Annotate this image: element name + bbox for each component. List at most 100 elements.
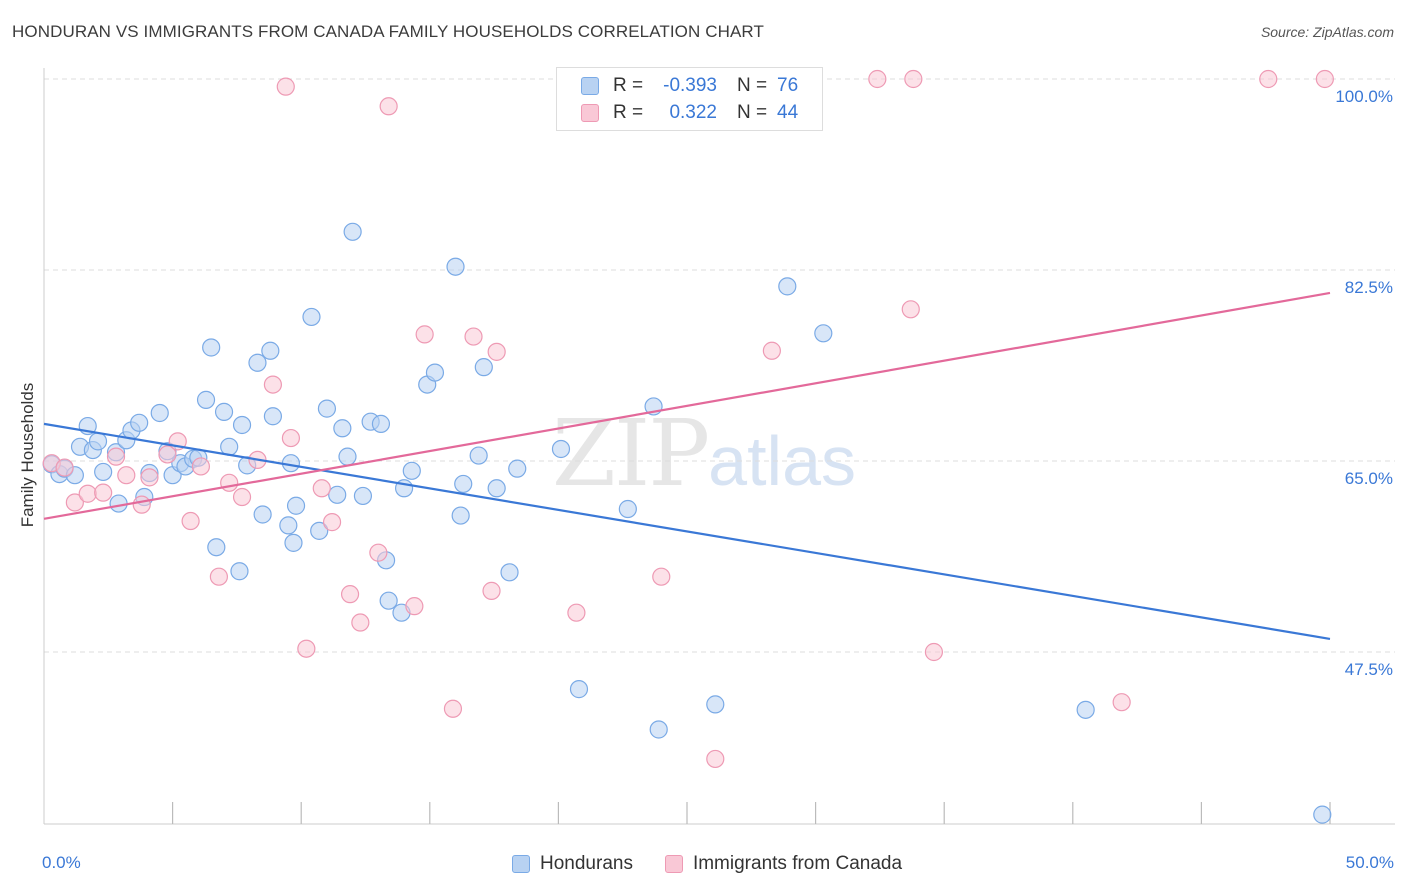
canada-point	[1315, 69, 1334, 89]
correlation-legend: R = -0.393 N = 76 R = 0.322 N = 44	[556, 67, 823, 131]
honduran-point	[778, 277, 797, 296]
honduran-point	[230, 562, 249, 581]
honduran-point	[302, 307, 321, 327]
honduran-point	[454, 474, 473, 494]
honduran-point	[317, 399, 337, 418]
honduran-point	[328, 485, 347, 504]
canada-point	[464, 327, 483, 346]
y-tick-label: 82.5%	[1344, 278, 1393, 297]
honduran-point	[446, 257, 465, 276]
canada-point	[191, 457, 210, 476]
honduran-point	[253, 505, 272, 524]
honduran-point	[130, 413, 149, 432]
canada-point	[924, 642, 944, 662]
canada-point	[487, 342, 506, 361]
honduran-point	[207, 538, 226, 557]
honduran-point	[338, 447, 357, 466]
canada-point	[140, 468, 159, 487]
honduran-point	[474, 358, 493, 377]
chart-title: HONDURAN VS IMMIGRANTS FROM CANADA FAMIL…	[12, 22, 764, 41]
canada-point	[868, 69, 887, 89]
y-tick-label: 65.0%	[1344, 469, 1393, 488]
honduran-point	[551, 439, 571, 459]
canada-point	[55, 458, 74, 477]
canada-point	[706, 749, 725, 769]
honduran-point	[109, 494, 128, 513]
honduran-point	[196, 390, 216, 409]
canada-point	[297, 639, 316, 658]
canada-point	[369, 543, 388, 562]
canada-point	[94, 483, 113, 502]
canada-point	[351, 613, 370, 632]
canada-point	[281, 428, 301, 448]
legend-r-value: -0.393	[663, 75, 717, 96]
canada-point	[415, 325, 434, 344]
honduran-point	[214, 402, 234, 421]
canada-point	[482, 581, 501, 600]
legend-n-label: N =	[737, 75, 768, 96]
canada-point	[220, 473, 239, 492]
honduran-point	[150, 403, 169, 423]
canada-point	[312, 479, 331, 498]
honduran-point	[487, 479, 506, 498]
honduran-point	[202, 338, 221, 357]
legend-n-value: 44	[777, 102, 799, 123]
y-axis-label: Family Households	[18, 382, 37, 528]
canada-point	[65, 493, 84, 512]
canada-point	[263, 375, 283, 394]
canada-point	[1112, 693, 1131, 712]
honduran-point	[279, 516, 298, 535]
canada-point	[232, 487, 252, 507]
canada-point	[158, 445, 177, 464]
legend-item-hondurans[interactable]: Hondurans	[512, 853, 633, 875]
honduran-point	[333, 419, 352, 438]
canada-point	[379, 97, 398, 116]
honduran-point	[618, 499, 637, 519]
legend-item-canada[interactable]: Immigrants from Canada	[664, 853, 903, 875]
honduran-point	[353, 486, 373, 506]
canada-point	[322, 513, 342, 532]
honduran-point	[248, 353, 267, 372]
honduran-point	[649, 720, 668, 739]
honduran-point	[94, 462, 113, 482]
legend-swatch-hondurans	[581, 77, 599, 95]
honduran-point	[232, 415, 252, 435]
honduran-point	[343, 222, 362, 241]
canada-point	[209, 567, 228, 586]
honduran-point	[569, 680, 589, 699]
honduran-point	[706, 695, 725, 714]
canada-point	[132, 495, 151, 514]
legend-r-label: R =	[613, 102, 644, 123]
y-tick-label: 47.5%	[1344, 660, 1393, 679]
canada-point	[181, 511, 200, 531]
legend-label-canada: Immigrants from Canada	[692, 853, 903, 874]
legend-n-label: N =	[737, 102, 768, 123]
honduran-point	[88, 432, 108, 451]
canada-point	[1259, 69, 1278, 89]
canada-point	[405, 597, 424, 616]
honduran-point	[286, 496, 306, 515]
legend-swatch-canada	[664, 855, 683, 873]
canada-point	[276, 77, 295, 96]
honduran-point	[371, 414, 391, 433]
canada-point	[567, 603, 586, 622]
honduran-point	[469, 446, 488, 465]
watermark-zip: ZIP	[552, 400, 710, 507]
legend-r-value: 0.322	[669, 102, 717, 123]
honduran-point	[263, 407, 283, 426]
honduran-point	[310, 521, 329, 540]
honduran-trend-line	[43, 422, 1331, 640]
canada-point	[901, 300, 920, 319]
legend-row-hondurans: R = -0.393 N = 76	[581, 73, 798, 99]
legend-swatch-canada	[581, 104, 599, 122]
x-tick-label-max: 50.0%	[1345, 853, 1394, 872]
y-tick-label: 100.0%	[1335, 87, 1393, 106]
honduran-point	[284, 533, 303, 552]
canada-point	[443, 699, 463, 718]
legend-row-canada: R = 0.322 N = 44	[581, 100, 798, 126]
canada-point	[652, 567, 671, 586]
legend-n-value: 76	[777, 75, 799, 96]
legend-swatch-hondurans	[512, 855, 530, 873]
honduran-point	[1313, 805, 1332, 824]
